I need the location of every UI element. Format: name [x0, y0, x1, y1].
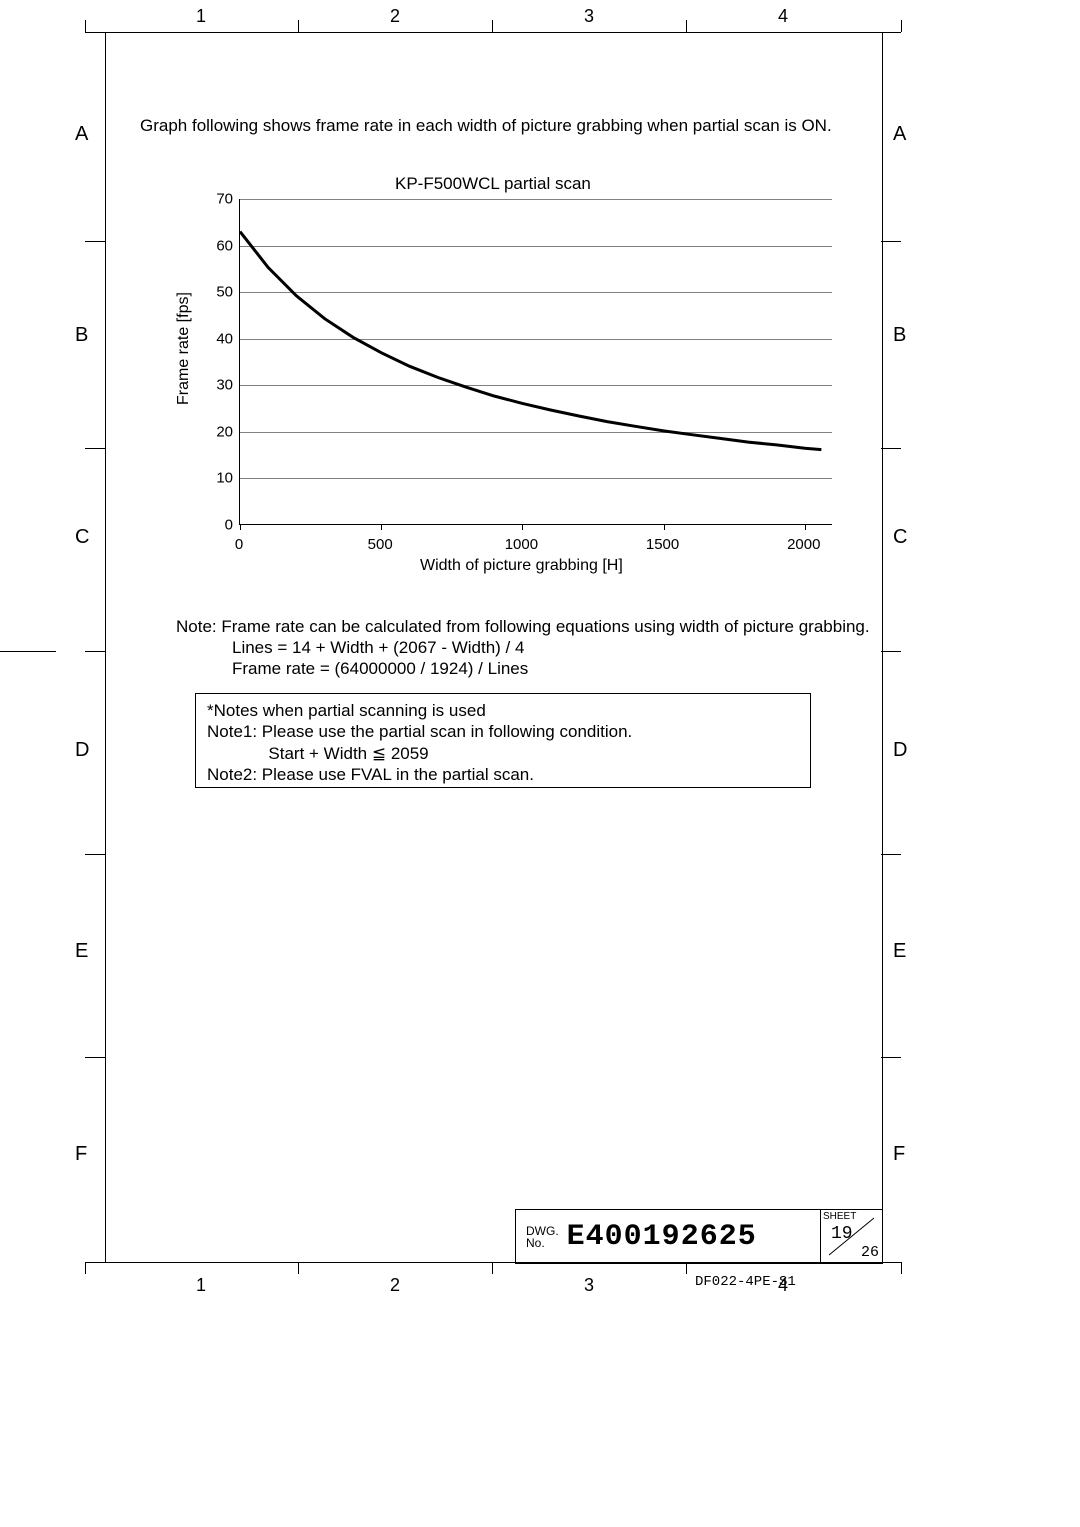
row-label: D	[75, 739, 89, 762]
row-label: D	[893, 739, 907, 762]
notebox-line2: Note1: Please use the partial scan in fo…	[207, 722, 632, 741]
x-axis-title: Width of picture grabbing [H]	[420, 557, 623, 575]
x-tick-label: 500	[368, 536, 393, 553]
row-tick	[85, 241, 105, 242]
row-tick	[85, 1057, 105, 1058]
bot-col-tick	[298, 1262, 299, 1274]
y-axis-title: Frame rate [fps]	[175, 292, 193, 405]
row-tick	[881, 854, 901, 855]
row-tick	[881, 651, 901, 652]
x-tick-label: 1000	[505, 536, 538, 553]
top-col-label: 4	[778, 6, 788, 27]
drawing-number: E400192625	[567, 1220, 757, 1254]
bot-col-tick	[492, 1262, 493, 1274]
row-tick	[85, 32, 105, 33]
y-tick-label: 0	[203, 517, 233, 534]
row-tick	[881, 448, 901, 449]
x-tick-label: 1500	[646, 536, 679, 553]
x-tick-label: 2000	[787, 536, 820, 553]
top-col-tick	[298, 20, 299, 32]
top-col-label: 1	[196, 6, 206, 27]
frame-rate-chart	[239, 199, 832, 525]
notebox-line4: Note2: Please use FVAL in the partial sc…	[207, 765, 534, 784]
y-tick-label: 40	[203, 330, 233, 347]
row-label: B	[75, 324, 88, 347]
row-tick	[85, 854, 105, 855]
row-label: A	[75, 123, 88, 146]
y-tick-label: 70	[203, 191, 233, 208]
row-label: A	[893, 123, 906, 146]
row-tick	[85, 448, 105, 449]
bot-col-label: 1	[196, 1275, 206, 1296]
top-col-tick	[85, 20, 86, 32]
y-tick-label: 10	[203, 470, 233, 487]
y-tick-label: 20	[203, 423, 233, 440]
chart-title: KP-F500WCL partial scan	[395, 174, 591, 194]
intro-text: Graph following shows frame rate in each…	[140, 116, 880, 136]
bottom-ruler	[85, 1262, 901, 1263]
bot-col-label: 3	[584, 1275, 594, 1296]
top-col-tick	[901, 20, 902, 32]
y-tick-label: 50	[203, 284, 233, 301]
notebox-line3: Start + Width ≦ 2059	[207, 744, 429, 763]
top-col-tick	[686, 20, 687, 32]
row-tick	[85, 651, 105, 652]
plot-area	[239, 199, 832, 525]
note-eq1: Lines = 14 + Width + (2067 - Width) / 4	[232, 637, 524, 658]
sheet-number-block: SHEET 19 26	[820, 1209, 883, 1264]
dwg-label: DWG.No.	[516, 1225, 567, 1249]
curve-line	[240, 199, 833, 525]
note-main: Note: Frame rate can be calculated from …	[176, 616, 870, 637]
form-code: DF022-4PE-S1	[695, 1274, 796, 1290]
row-tick	[881, 241, 901, 242]
top-col-tick	[492, 20, 493, 32]
row-label: E	[75, 940, 88, 963]
partial-scan-note-text: *Notes when partial scanning is used Not…	[207, 700, 632, 785]
engineering-drawing-page: 1 2 3 4 A A B B C C D D E E F F Graph following shows …	[0, 0, 1080, 1527]
x-tick-label: 0	[235, 536, 243, 553]
bot-col-tick	[85, 1262, 86, 1274]
y-tick-label: 30	[203, 377, 233, 394]
row-label: B	[893, 324, 906, 347]
notebox-line1: *Notes when partial scanning is used	[207, 701, 486, 720]
row-tick	[881, 1057, 901, 1058]
y-tick-label: 60	[203, 237, 233, 254]
sheet-diagonal	[821, 1210, 882, 1263]
note-eq2: Frame rate = (64000000 / 1924) / Lines	[232, 658, 528, 679]
row-label: C	[75, 526, 89, 549]
left-margin-tick	[0, 651, 56, 652]
top-col-label: 2	[390, 6, 400, 27]
row-tick	[881, 32, 901, 33]
row-label: F	[893, 1143, 905, 1166]
top-col-label: 3	[584, 6, 594, 27]
bot-col-tick	[686, 1262, 687, 1274]
row-label: E	[893, 940, 906, 963]
row-label: C	[893, 526, 907, 549]
row-label: F	[75, 1143, 87, 1166]
bot-col-tick	[901, 1262, 902, 1274]
bot-col-label: 2	[390, 1275, 400, 1296]
